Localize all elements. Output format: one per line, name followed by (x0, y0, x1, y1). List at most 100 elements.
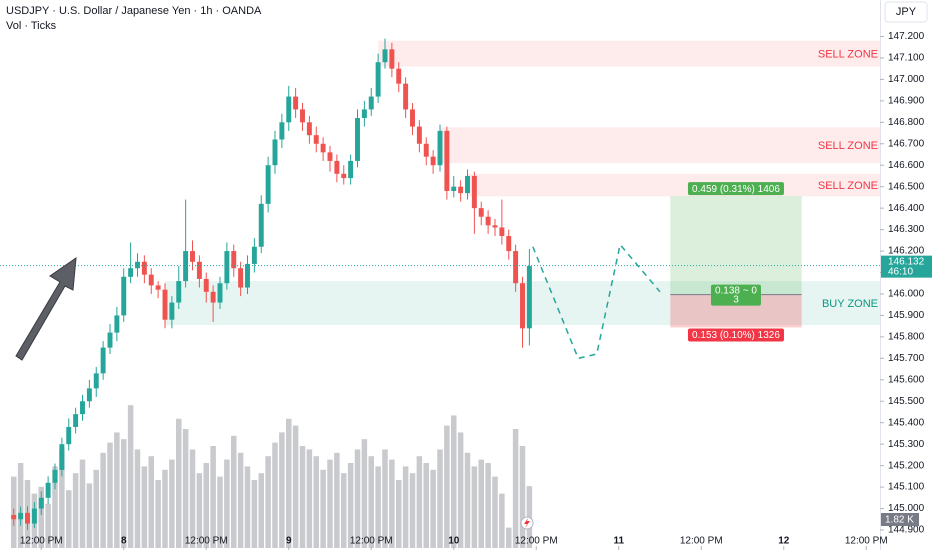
candle-body (162, 289, 168, 320)
volume-bar (327, 459, 333, 548)
candle-body (128, 268, 134, 277)
stop-label: 0.153 (0.10%) 1326 (692, 330, 780, 341)
candle-body (320, 143, 326, 153)
volume-bar (478, 459, 484, 548)
volume-bar (100, 452, 106, 548)
entry-label: 0.138 ~ 0 (715, 285, 757, 296)
candle-body (465, 175, 470, 194)
candle-body (382, 49, 388, 63)
candle-body (293, 96, 299, 110)
volume-bar (519, 446, 526, 548)
candle-body (375, 62, 381, 97)
candle-body (423, 143, 429, 157)
volume-label-box (881, 513, 919, 526)
volume-bar (361, 439, 368, 548)
candle-body (334, 160, 340, 174)
volume-bar (237, 452, 244, 548)
volume-bar (182, 429, 189, 548)
y-tick-label: 145.700 (888, 353, 925, 364)
candle-body (196, 261, 202, 279)
volume-bar (409, 473, 416, 548)
zone-label: SELL ZONE (818, 49, 878, 61)
candle-body (416, 126, 422, 144)
volume-bar (320, 469, 326, 548)
volume-bar (341, 473, 347, 548)
candle-body (361, 109, 367, 119)
volume-bar (451, 415, 457, 548)
volume-bar (334, 452, 340, 548)
volume-bar (141, 466, 148, 548)
candle-body (86, 388, 92, 402)
y-tick-label: 146.600 (888, 160, 925, 171)
candle-body (25, 512, 30, 524)
candle-body (368, 96, 374, 110)
x-tick-label: 9 (286, 536, 292, 547)
y-tick-label: 147.100 (888, 53, 925, 64)
volume-bar (430, 469, 436, 548)
volume-bar (17, 463, 24, 548)
volume-bar (72, 473, 79, 548)
candle-body (348, 160, 354, 179)
volume-bar (244, 466, 251, 548)
volume-bar (258, 473, 264, 548)
candle-body (451, 186, 457, 191)
volume-bar (306, 449, 313, 548)
volume-bar (114, 432, 120, 548)
y-tick-label: 145.900 (888, 310, 925, 321)
volume-bar (375, 466, 381, 548)
x-tick-label: 12:00 PM (185, 536, 228, 547)
last-price-box (881, 255, 932, 278)
volume-bar (437, 449, 443, 548)
candle-body (114, 315, 120, 333)
candle-body (66, 427, 72, 445)
countdown-label: 46:10 (888, 266, 913, 277)
volume-bar (396, 480, 402, 548)
projection-path (532, 242, 661, 360)
y-tick-label: 146.300 (888, 224, 925, 235)
y-tick-label: 145.300 (888, 439, 925, 450)
candle-body (458, 186, 464, 194)
candle-body (430, 156, 436, 166)
candles-layer (11, 38, 532, 530)
candle-body (203, 278, 209, 292)
candle-body (183, 251, 189, 282)
volume-bar (354, 449, 361, 548)
volume-bar (169, 459, 175, 548)
y-tick-label: 145.200 (888, 460, 925, 471)
y-tick-label: 146.900 (888, 95, 925, 106)
candle-body (265, 165, 271, 204)
candle-body (238, 268, 244, 288)
currency-label[interactable]: JPY (896, 6, 917, 18)
profit-area (670, 196, 802, 295)
volume-bar (93, 469, 99, 548)
zone (440, 127, 880, 164)
volume-bar (107, 442, 113, 548)
candle-body (121, 276, 127, 316)
chart-subtitle: Vol · Ticks (6, 20, 57, 32)
y-tick-label: 146.700 (888, 138, 925, 149)
x-tick-label: 12 (778, 536, 790, 547)
events-icon (520, 516, 534, 530)
x-tick-label: 8 (121, 536, 127, 547)
candle-body (31, 508, 37, 524)
volume-bar (59, 449, 65, 548)
volume-bar (79, 459, 86, 548)
x-tick-label: 12:00 PM (20, 536, 63, 547)
volume-bar (279, 432, 285, 548)
candle-body (355, 118, 360, 161)
entry-label-box (710, 284, 761, 306)
candle-body (437, 130, 443, 166)
volume-bar (210, 446, 216, 548)
currency-box[interactable] (884, 1, 928, 23)
candle-body (245, 263, 250, 288)
volume-bar (196, 473, 203, 548)
overlay-layer: SELL ZONE SELL ZONE SELL ZONE BUY ZONE (0, 49, 880, 360)
candle-body (272, 139, 278, 166)
volume-bar (86, 483, 93, 548)
candle-body (190, 251, 195, 262)
volume-bar (286, 418, 292, 548)
candle-body (313, 135, 319, 144)
y-tick-label: 146.000 (888, 289, 925, 300)
